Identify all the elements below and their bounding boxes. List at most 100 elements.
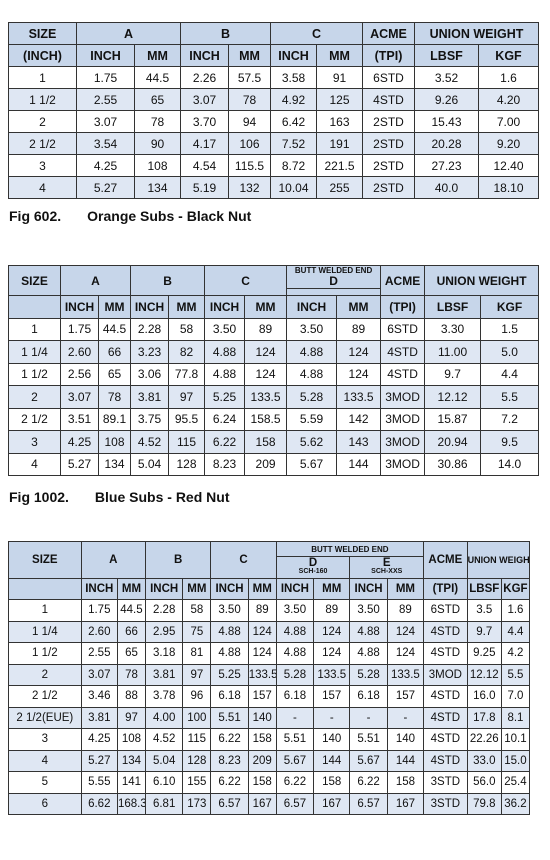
value-cell: 5.51 [275, 728, 315, 751]
value-cell: 133.5 [386, 663, 425, 686]
value-cell: 15.43 [414, 110, 479, 133]
value-cell: 4.4 [480, 362, 540, 386]
value-cell: 4.88 [275, 620, 315, 643]
value-cell: 3.07 [60, 385, 99, 409]
value-cell: 209 [247, 749, 277, 772]
value-cell: 58 [168, 317, 206, 341]
value-cell: 4STD [423, 706, 468, 729]
value-cell: 124 [336, 340, 382, 364]
value-cell: 157 [386, 685, 425, 708]
value-cell: 65 [97, 362, 132, 386]
value-cell: 5.0 [480, 340, 540, 364]
value-cell: 3.70 [180, 110, 229, 133]
value-cell: 88 [116, 685, 146, 708]
header-acme-unit: (TPI) [362, 44, 415, 67]
header-inch: INCH [60, 295, 99, 319]
value-cell: 5.67 [349, 749, 388, 772]
value-cell: 44.5 [97, 317, 132, 341]
size-cell: 2 [8, 385, 61, 409]
value-cell: 91 [316, 66, 363, 89]
value-cell: 66 [97, 340, 132, 364]
value-cell: 115 [182, 728, 212, 751]
value-cell: 4STD [423, 685, 468, 708]
value-cell: 12.40 [478, 154, 539, 177]
value-cell: 82 [168, 340, 206, 364]
value-cell: 6.22 [275, 771, 315, 794]
value-cell: 3MOD [380, 452, 426, 476]
table-row: 5 5.55 141 6.10 155 6.22 158 6.22 158 6.22 158 3STD… [8, 771, 531, 794]
value-cell: 22.26 [466, 728, 502, 751]
size-cell: 2 1/2(EUE) [8, 706, 82, 729]
header-inch: INCH [204, 295, 246, 319]
value-cell: 1.75 [76, 66, 135, 89]
value-cell: 57.5 [228, 66, 271, 89]
value-cell: 133.5 [247, 663, 277, 686]
table-row: 3 4.25 108 4.54 115.5 8.72 221.5 2STD 27.23 12.40 [8, 154, 539, 177]
value-cell: 221.5 [316, 154, 363, 177]
value-cell: 5.5 [480, 385, 540, 409]
value-cell: 6.18 [275, 685, 315, 708]
header-mm: MM [316, 44, 363, 67]
header-inch: INCH [210, 577, 249, 600]
value-cell: 2STD [362, 154, 415, 177]
value-cell: 157 [247, 685, 277, 708]
header-c: C [270, 22, 363, 45]
value-cell: 4.88 [275, 642, 315, 665]
value-cell: 6.18 [349, 685, 388, 708]
header-butt-welded-end: BUTT WELDED END [275, 541, 425, 557]
value-cell: 124 [336, 362, 382, 386]
value-cell: 4.88 [349, 620, 388, 643]
value-cell: 89 [386, 599, 425, 622]
header-inch: INCH [270, 44, 317, 67]
value-cell: 132 [228, 176, 271, 199]
value-cell: 14.0 [480, 452, 540, 476]
value-cell: 1.6 [500, 599, 531, 622]
header-b: B [144, 541, 212, 579]
header-d: D [308, 557, 318, 570]
header-acme-unit: (TPI) [423, 577, 468, 600]
header-mm: MM [134, 44, 181, 67]
value-cell: 5.55 [80, 771, 118, 794]
table-row: 2 1/2(EUE) 3.81 97 4.00 100 5.51 140- - - -4STD 17… [8, 706, 531, 729]
value-cell: 133.5 [313, 663, 351, 686]
size-cell: 2 [8, 663, 82, 686]
value-cell: 2.55 [76, 88, 135, 111]
value-cell: 36.2 [500, 792, 531, 815]
table1-body: 1 1.75 44.5 2.26 57.5 3.58 91 6STD 3.52 1.6 1 1/2 2… [8, 66, 539, 199]
value-cell: 7.52 [270, 132, 317, 155]
size-cell: 5 [8, 771, 82, 794]
value-cell: 6.24 [204, 407, 246, 431]
size-cell: 1 [8, 66, 77, 89]
value-cell: 20.94 [424, 430, 482, 454]
value-cell: 6.57 [275, 792, 315, 815]
value-cell: 141 [116, 771, 146, 794]
value-cell: 191 [316, 132, 363, 155]
header-inch: INCH [349, 577, 388, 600]
value-cell: 5.51 [349, 728, 388, 751]
header-acme: ACME [362, 22, 415, 45]
header-lbsf: LBSF [466, 577, 502, 600]
value-cell: 3.81 [80, 706, 118, 729]
value-cell: 106 [228, 132, 271, 155]
header-inch: INCH [76, 44, 135, 67]
value-cell: 124 [244, 362, 288, 386]
value-cell: 1.5 [480, 317, 540, 341]
value-cell: 79.8 [466, 792, 502, 815]
value-cell: 58 [182, 599, 212, 622]
value-cell: 40.0 [414, 176, 479, 199]
size-cell: 1 1/4 [8, 620, 82, 643]
table-row: 1 1/2 2.55 65 3.18 81 4.88 124 4.88 124 4.88 124 4S… [8, 642, 531, 665]
size-cell: 3 [8, 154, 77, 177]
butt-welded-end-label: BUTT WELDED END [294, 266, 373, 276]
value-cell: 4.88 [204, 340, 246, 364]
size-cell: 4 [8, 749, 82, 772]
value-cell: 95.5 [168, 407, 206, 431]
value-cell: - [386, 706, 425, 729]
value-cell: 75 [182, 620, 212, 643]
value-cell: 125 [316, 88, 363, 111]
header-e-group: E SCH-XXS [349, 556, 425, 579]
table-row: 1 1/2 2.55 65 3.07 78 4.92 125 4STD 9.26 4.20 [8, 88, 539, 111]
value-cell: 124 [247, 620, 277, 643]
header-acme: ACME [380, 265, 426, 296]
caption-title: Blue Subs - Red Nut [94, 489, 230, 505]
